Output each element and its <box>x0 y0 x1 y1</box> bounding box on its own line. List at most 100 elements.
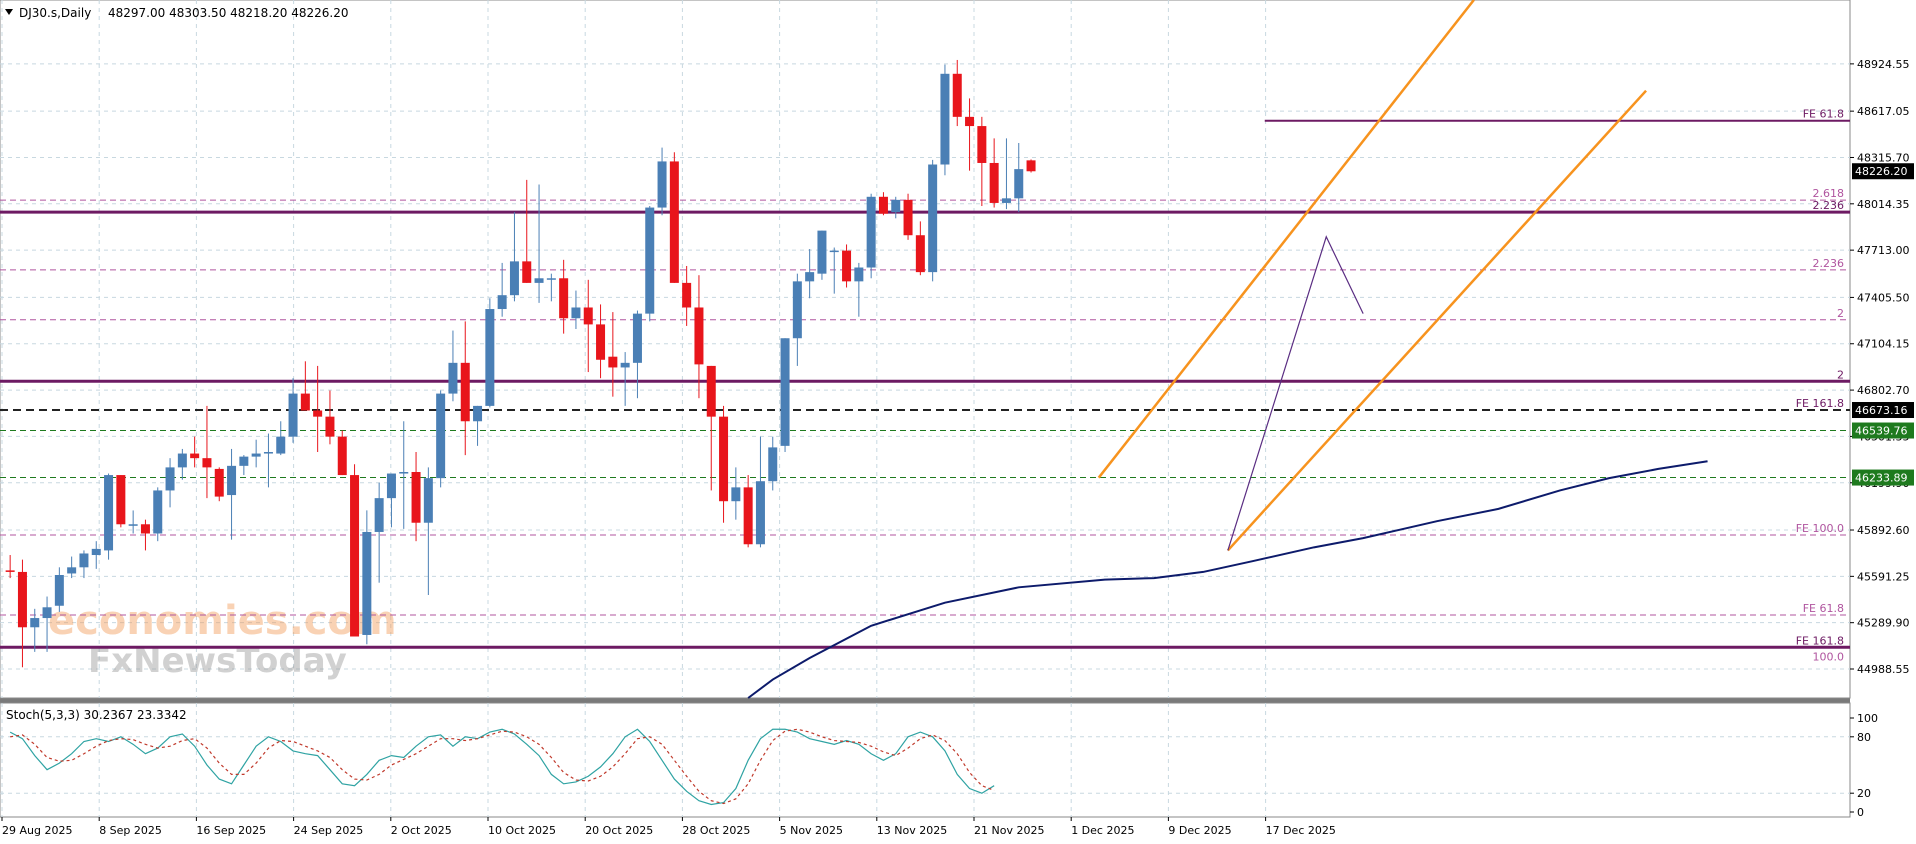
candle-body <box>460 362 470 422</box>
candle-body <box>903 199 913 236</box>
candle-body <box>596 324 606 360</box>
candlesticks <box>5 59 1036 668</box>
price-tick-label: 47104.15 <box>1857 338 1910 351</box>
wave-line <box>1227 235 1364 551</box>
candle-body <box>915 235 925 273</box>
candle-body <box>497 295 507 310</box>
level-label: 2 <box>1837 307 1844 320</box>
candle-body <box>694 307 704 365</box>
stoch-tick-label: 100 <box>1857 712 1878 725</box>
watermark-brand-top: economies.com <box>48 598 397 644</box>
candle-body <box>632 313 642 363</box>
candle-body <box>227 465 237 496</box>
symbol-label: DJ30.s,Daily <box>19 6 91 20</box>
candle-body <box>91 548 101 556</box>
candle-body <box>928 164 938 273</box>
candle-body <box>509 261 519 296</box>
candle-body <box>177 453 187 468</box>
price-tick-label: 45892.60 <box>1857 524 1910 537</box>
candle-body <box>743 487 753 545</box>
candle-body <box>829 250 839 253</box>
price-tick-label: 47405.50 <box>1857 291 1910 304</box>
candle-body <box>719 416 729 502</box>
date-tick-label: 21 Nov 2025 <box>974 824 1044 837</box>
candle-body <box>202 458 212 468</box>
date-tick-label: 2 Oct 2025 <box>391 824 452 837</box>
candle-body <box>669 161 679 283</box>
candle-body <box>30 618 40 628</box>
price-axis: 48924.55 48617.05 48315.70 48014.35 47713.00… <box>1850 58 1914 819</box>
candle-body <box>350 475 360 637</box>
candle-body <box>485 309 495 406</box>
candle-body <box>42 607 52 619</box>
candle-body <box>374 498 384 532</box>
candle-body <box>423 478 433 523</box>
candle-body <box>79 553 89 568</box>
level-label: FE 161.8 <box>1796 634 1844 647</box>
candle-body <box>325 416 335 437</box>
candle-body <box>989 162 999 203</box>
candle-body <box>866 196 876 268</box>
date-tick-label: 29 Aug 2025 <box>2 824 72 837</box>
candle-body <box>706 365 716 417</box>
candle-body <box>1014 169 1024 199</box>
moving-average-line <box>747 460 1708 699</box>
channel-line <box>1226 89 1647 552</box>
price-tag-label: 48226.20 <box>1855 165 1908 178</box>
price-tick-label: 45591.25 <box>1857 570 1910 583</box>
candle-body <box>977 126 987 163</box>
candle-body <box>522 261 532 283</box>
candle-body <box>214 468 224 497</box>
price-tag-label: 46673.16 <box>1855 404 1908 417</box>
price-tick-label: 48924.55 <box>1857 58 1910 71</box>
date-tick-label: 9 Dec 2025 <box>1168 824 1231 837</box>
candle-body <box>448 362 458 394</box>
stoch-series-line <box>9 728 995 806</box>
candle-body <box>854 267 864 282</box>
price-tag-box <box>1852 402 1914 419</box>
candle-body <box>546 278 556 280</box>
date-tick-label: 13 Nov 2025 <box>877 824 947 837</box>
level-label: 2 <box>1837 368 1844 381</box>
candle-body <box>128 524 138 526</box>
candle-body <box>386 473 396 499</box>
price-tag-box <box>1852 422 1914 439</box>
level-label: FE 161.8 <box>1796 397 1844 410</box>
candle-body <box>54 575 64 606</box>
stoch-plot-frame <box>0 702 1851 818</box>
candle-body <box>276 436 286 454</box>
level-label: FE 100.0 <box>1796 522 1844 535</box>
date-tick-label: 28 Oct 2025 <box>682 824 750 837</box>
candle-body <box>842 250 852 282</box>
level-label: FE 61.8 <box>1803 108 1844 121</box>
candle-body <box>755 481 765 545</box>
price-tag-box <box>1852 469 1914 486</box>
candle-body <box>878 196 888 214</box>
level-label: 100.0 <box>1813 650 1845 663</box>
candle-body <box>436 393 446 479</box>
date-tick-label: 17 Dec 2025 <box>1266 824 1336 837</box>
stoch-indicator-label: Stoch(5,3,3) 30.2367 23.3342 <box>6 708 187 722</box>
chart-header: DJ30.s,Daily 48297.00 48303.50 48218.20 … <box>5 6 348 20</box>
candle-body <box>300 393 310 411</box>
price-tick-label: 48014.35 <box>1857 198 1910 211</box>
candle-body <box>313 410 323 417</box>
candle-body <box>731 487 741 502</box>
candle-body <box>768 447 778 482</box>
candle-body <box>1026 160 1036 172</box>
candle-body <box>399 471 409 474</box>
level-label: 2.236 <box>1813 257 1845 270</box>
candle-body <box>17 571 27 628</box>
candle-body <box>337 436 347 476</box>
level-label: FE 61.8 <box>1803 602 1844 615</box>
candle-body <box>645 207 655 314</box>
grid <box>0 0 1850 817</box>
dropdown-triangle-icon[interactable] <box>5 9 13 15</box>
date-tick-label: 16 Sep 2025 <box>196 824 266 837</box>
date-tick-label: 10 Oct 2025 <box>488 824 556 837</box>
price-tick-label: 48315.70 <box>1857 151 1910 164</box>
candle-body <box>891 199 901 213</box>
candle-body <box>239 456 249 466</box>
price-tick-label: 46802.70 <box>1857 384 1910 397</box>
